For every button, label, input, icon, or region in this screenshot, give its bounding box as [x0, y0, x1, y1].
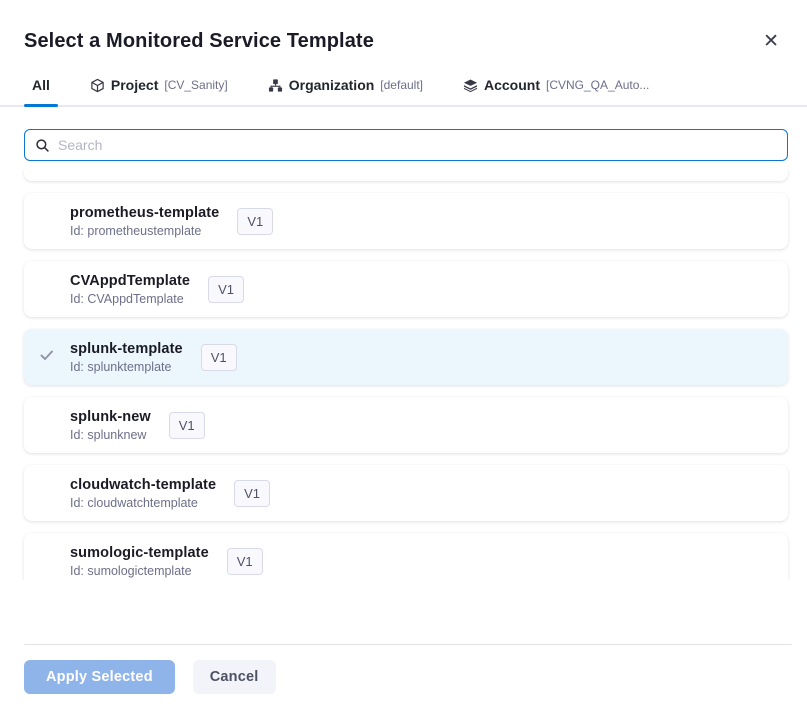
- tab-all-label: All: [32, 77, 50, 93]
- template-name: splunk-new: [70, 408, 151, 425]
- template-id: Id: splunktemplate: [70, 359, 172, 374]
- template-id: Id: sumologictemplate: [70, 563, 192, 578]
- version-badge: V1: [226, 547, 263, 575]
- list-item[interactable]: splunk-new Id: splunknew V1: [24, 397, 788, 453]
- version-badge: V1: [200, 343, 237, 371]
- template-info: cloudwatch-template Id: cloudwatchtempla…: [70, 477, 216, 510]
- template-id: Id: CVAppdTemplate: [70, 291, 184, 306]
- list-item-partial: [24, 169, 788, 181]
- template-info: CVAppdTemplate Id: CVAppdTemplate: [70, 273, 190, 306]
- version-badge: V1: [237, 207, 274, 235]
- template-name: splunk-template: [70, 340, 183, 357]
- list-item[interactable]: prometheus-template Id: prometheustempla…: [24, 193, 788, 249]
- check-col: [24, 551, 70, 572]
- tab-account[interactable]: Account [CVNG_QA_Auto...: [455, 67, 657, 105]
- check-col: [24, 279, 70, 300]
- template-id: Id: prometheustemplate: [70, 223, 202, 238]
- footer-divider: [24, 644, 792, 645]
- check-col: [24, 347, 70, 368]
- cube-icon: [90, 78, 105, 93]
- tab-account-label: Account: [484, 77, 540, 93]
- search-box: [24, 129, 788, 161]
- template-id: Id: splunknew: [70, 427, 147, 442]
- list-item[interactable]: sumologic-template Id: sumologictemplate…: [24, 533, 788, 580]
- template-name: CVAppdTemplate: [70, 272, 191, 289]
- check-icon: [39, 347, 55, 368]
- page-title: Select a Monitored Service Template: [24, 30, 374, 52]
- list-item[interactable]: cloudwatch-template Id: cloudwatchtempla…: [24, 465, 788, 521]
- tab-project-label: Project: [110, 77, 159, 93]
- check-col: [24, 415, 70, 436]
- template-name: sumologic-template: [70, 544, 209, 561]
- template-info: prometheus-template Id: prometheustempla…: [70, 205, 219, 238]
- footer: Apply Selected Cancel: [0, 645, 807, 694]
- check-col: [24, 483, 70, 504]
- layers-icon: [463, 78, 478, 93]
- tab-project-scope: [CV_Sanity]: [164, 78, 228, 92]
- close-icon[interactable]: ✕: [759, 30, 783, 53]
- tab-organization-label: Organization: [288, 77, 375, 93]
- list-item[interactable]: CVAppdTemplate Id: CVAppdTemplate V1: [24, 261, 788, 317]
- list-item[interactable]: splunk-template Id: splunktemplate V1: [24, 329, 788, 385]
- cancel-button[interactable]: Cancel: [192, 660, 276, 694]
- tab-all[interactable]: All: [24, 67, 58, 107]
- version-badge: V1: [168, 411, 205, 439]
- search-icon: [35, 138, 50, 153]
- modal-header: Select a Monitored Service Template ✕: [0, 0, 807, 53]
- version-badge: V1: [234, 479, 271, 507]
- scope-tabbar: All Project [CV_Sanity] Organization [de…: [0, 67, 807, 107]
- template-info: splunk-template Id: splunktemplate: [70, 341, 183, 374]
- org-chart-icon: [268, 78, 283, 93]
- template-info: sumologic-template Id: sumologictemplate: [70, 545, 209, 578]
- template-name: cloudwatch-template: [70, 476, 217, 493]
- tab-organization-scope: [default]: [380, 78, 423, 92]
- tab-organization[interactable]: Organization [default]: [260, 67, 431, 105]
- search-input[interactable]: [58, 137, 777, 153]
- template-id: Id: cloudwatchtemplate: [70, 495, 198, 510]
- template-name: prometheus-template: [70, 204, 220, 221]
- template-list: prometheus-template Id: prometheustempla…: [0, 169, 807, 580]
- check-col: [24, 211, 70, 232]
- tab-project[interactable]: Project [CV_Sanity]: [82, 67, 236, 105]
- tab-account-scope: [CVNG_QA_Auto...: [546, 78, 650, 92]
- apply-selected-button[interactable]: Apply Selected: [24, 660, 175, 694]
- template-info: splunk-new Id: splunknew: [70, 409, 151, 442]
- version-badge: V1: [208, 275, 244, 303]
